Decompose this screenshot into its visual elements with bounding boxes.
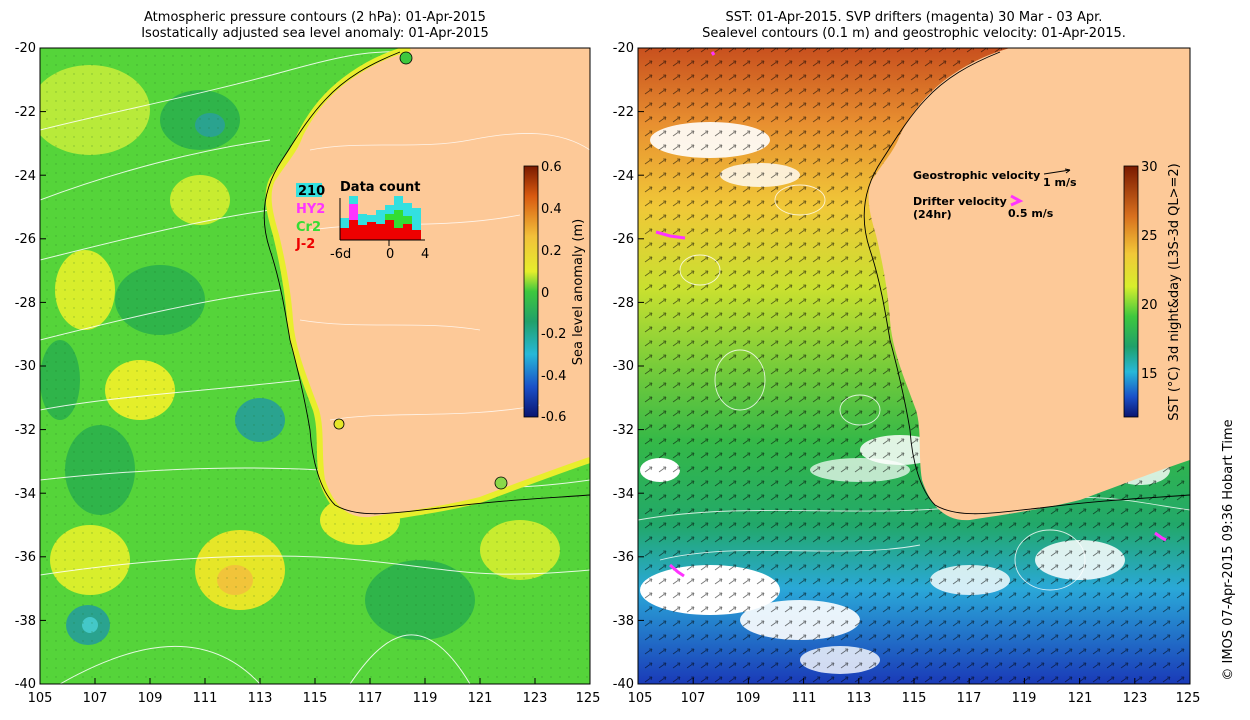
land-western-australia [868,48,1190,521]
sla-colorbar-label: Sea level anomaly (m) [571,219,586,365]
y-tick-label: -22 [613,105,634,120]
geo-velocity-scale: 1 m/s [1043,176,1077,189]
svg-text:30: 30 [1141,160,1158,175]
inset-legend-cr2: Cr2 [296,220,321,235]
y-tick-label: -38 [15,614,36,629]
left-title-line2: Isostatically adjusted sea level anomaly… [141,26,489,41]
y-tick-label: -30 [15,359,36,374]
svg-text:20: 20 [1141,298,1158,313]
left-x-axis: 105 107 109 111 113 115 117 119 121 123 … [28,678,600,706]
y-tick-label: -28 [15,296,36,311]
right-y-axis: -20 -22 -24 -26 -28 -30 -32 -34 -36 -38 … [613,41,644,692]
x-tick-label: 111 [193,691,218,706]
land-contours [299,133,590,421]
drifter-label-line1: Drifter velocity [913,195,1007,208]
x-tick-label: 117 [957,691,982,706]
y-tick-label: -26 [15,232,36,247]
svg-text:0.2: 0.2 [541,244,562,259]
data-count-inset: Data count 210 HY2 Cr2 J-2 -6d 0 4 [295,180,429,262]
x-tick-label: 113 [248,691,273,706]
drifter-scale: 0.5 m/s [1008,207,1054,220]
y-tick-label: -34 [15,487,36,502]
sst-colorbar-label: SST (°C) 3d night&day (L3S-3d QL>=2) [1167,163,1182,421]
svg-text:-0.2: -0.2 [541,327,566,342]
svg-text:0: 0 [541,286,549,301]
x-tick-label: 109 [138,691,163,706]
y-tick-label: -26 [613,232,634,247]
imos-credit: © IMOS 07-Apr-2015 09:36 Hobart Time [1221,419,1236,680]
x-tick-label: 107 [83,691,108,706]
geo-velocity-label: Geostrophic velocity [913,169,1040,182]
inset-legend-j2: J-2 [295,237,315,252]
svg-text:25: 25 [1141,229,1158,244]
y-tick-label: -24 [613,169,634,184]
x-tick-label: 105 [28,691,53,706]
right-title: SST: 01-Apr-2015. SVP drifters (magenta)… [638,10,1190,42]
y-tick-label: -20 [613,41,634,56]
inset-title: Data count [340,180,420,195]
inset-legend-210: 210 [298,184,325,199]
y-tick-label: -36 [15,550,36,565]
left-y-axis: -20 -22 -24 -26 -28 -30 -32 -34 -36 -38 … [15,41,46,692]
svg-text:0.4: 0.4 [541,202,562,217]
right-x-axis: 105 107 109 111 113 115 117 119 121 123 … [628,678,1201,706]
svg-text:0.6: 0.6 [541,160,562,175]
inset-x-tick: 4 [421,247,429,262]
y-tick-label: -40 [15,677,36,692]
y-tick-label: -32 [613,423,634,438]
land-western-australia [268,48,590,521]
y-tick-label: -40 [613,677,634,692]
tide-gauge-marker [333,418,345,430]
sla-colorbar-ticks: 0.6 0.4 0.2 0 -0.2 -0.4 -0.6 [541,160,566,425]
inset-x-tick: -6d [330,247,351,262]
sla-map: -20 -22 -24 -26 -28 -30 -32 -34 -36 -38 … [15,41,600,706]
x-tick-label: 115 [303,691,328,706]
x-tick-label: 125 [1176,691,1201,706]
right-title-line1: SST: 01-Apr-2015. SVP drifters (magenta)… [725,10,1103,25]
y-tick-label: -20 [15,41,36,56]
x-tick-label: 121 [468,691,493,706]
x-tick-label: 113 [847,691,872,706]
x-tick-label: 123 [1123,691,1148,706]
x-tick-label: 123 [523,691,548,706]
sst-colorbar-ticks: 30 25 20 15 [1141,160,1158,382]
sla-colorbar [523,165,539,418]
left-title: Atmospheric pressure contours (2 hPa): 0… [40,10,590,42]
tide-gauge-marker [399,51,413,65]
x-tick-label: 119 [1012,691,1037,706]
inset-legend-hy2: HY2 [296,202,325,217]
y-tick-label: -32 [15,423,36,438]
tide-gauge-marker [494,476,508,490]
x-tick-label: 121 [1068,691,1093,706]
svg-text:15: 15 [1141,367,1158,382]
inset-x-tick: 0 [386,247,394,262]
svg-text:-0.6: -0.6 [541,410,566,425]
x-tick-label: 109 [736,691,761,706]
geo-velocity-arrow-icon [1043,169,1071,175]
drifter-arrow-icon [1010,194,1024,207]
drifter-label-line2: (24hr) [913,208,952,221]
y-tick-label: -36 [613,550,634,565]
x-tick-label: 107 [681,691,706,706]
x-tick-label: 117 [358,691,383,706]
y-tick-label: -30 [613,359,634,374]
x-tick-label: 115 [902,691,927,706]
y-tick-label: -24 [15,169,36,184]
velocity-legend: Geostrophic velocity 1 m/s Drifter veloc… [913,168,1077,221]
inset-bars [340,196,421,240]
y-tick-label: -22 [15,105,36,120]
y-tick-label: -34 [613,487,634,502]
y-tick-label: -38 [613,614,634,629]
y-tick-label: -28 [613,296,634,311]
x-tick-label: 125 [576,691,600,706]
left-title-line1: Atmospheric pressure contours (2 hPa): 0… [144,10,486,25]
x-tick-label: 119 [413,691,438,706]
svg-text:-0.4: -0.4 [541,369,566,384]
x-tick-label: 111 [792,691,817,706]
right-title-line2: Sealevel contours (0.1 m) and geostrophi… [702,26,1126,41]
x-tick-label: 105 [628,691,653,706]
sst-map: -20 -22 -24 -26 -28 -30 -32 -34 -36 -38 … [613,41,1236,706]
drifter-tracks [655,51,1167,578]
sst-colorbar [1123,165,1139,418]
